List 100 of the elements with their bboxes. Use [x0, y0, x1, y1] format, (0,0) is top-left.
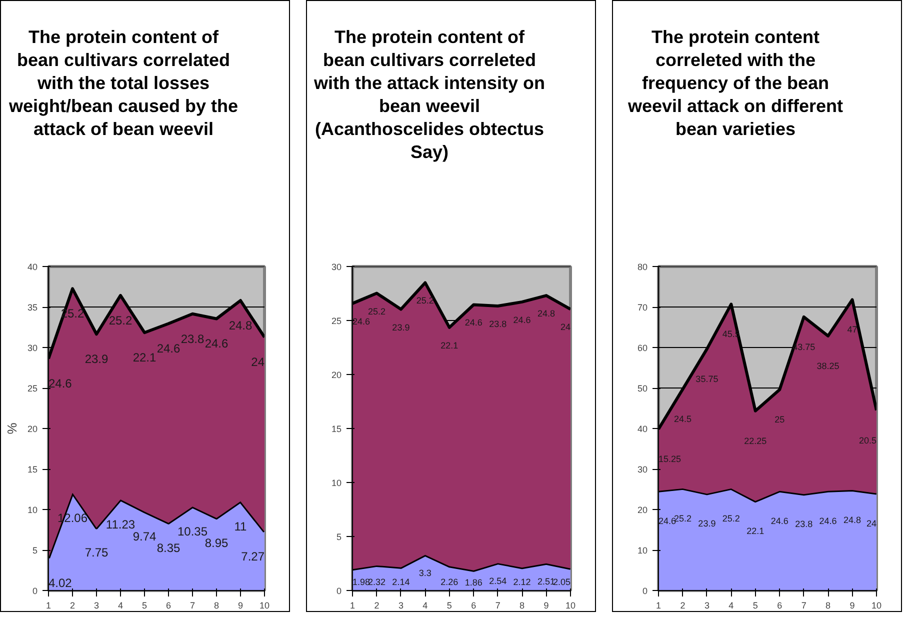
- y-tick-label: 15: [27, 464, 38, 474]
- x-tick-label: 9: [238, 600, 244, 610]
- y-tick-label: 50: [637, 384, 648, 394]
- data-label: 11: [234, 519, 248, 534]
- data-label: 25.2: [368, 306, 386, 316]
- data-label: 24.8: [538, 308, 556, 319]
- data-label: 24.6: [513, 314, 531, 325]
- chart-title: The protein content of bean cultivars correlated with the total losses weight/bean caused by the attack of bean weevil: [8, 26, 240, 141]
- data-label: 2.26: [440, 577, 458, 588]
- x-tick-label: 10: [259, 600, 270, 610]
- data-label: 23.9: [392, 322, 410, 332]
- y-tick-label: 0: [336, 586, 342, 596]
- data-label: 24.6: [464, 318, 482, 328]
- y-tick-label: 10: [637, 546, 648, 556]
- y-tick-label: 20: [637, 505, 648, 515]
- data-label: 20.5: [858, 435, 877, 446]
- x-tick-label: 7: [190, 600, 196, 610]
- data-label: 25.2: [722, 513, 740, 524]
- x-tick-label: 9: [850, 600, 855, 610]
- y-tick-label: 40: [27, 262, 38, 272]
- data-label: 24.6: [204, 336, 229, 351]
- x-tick-label: 1: [656, 600, 662, 610]
- data-label: 22.1: [440, 340, 458, 350]
- data-label: 25.2: [108, 313, 133, 328]
- x-tick-label: 5: [752, 600, 758, 610]
- data-label: 24.6: [819, 516, 837, 526]
- data-label: 24.8: [844, 515, 862, 526]
- data-label: 35.75: [696, 374, 718, 384]
- y-tick-label: 30: [637, 464, 648, 474]
- y-tick-label: 0: [642, 586, 648, 596]
- x-tick-label: 2: [374, 600, 380, 610]
- y-tick-label: 0: [32, 586, 38, 596]
- x-tick-label: 8: [214, 600, 220, 610]
- x-tick-label: 4: [728, 600, 734, 610]
- data-label: 1.86: [464, 577, 482, 588]
- y-tick-label: 10: [331, 478, 342, 488]
- data-label: 1.98: [352, 577, 370, 588]
- data-label: 23.8: [489, 319, 507, 330]
- data-label: 24.6: [770, 516, 788, 526]
- y-tick-label: 30: [27, 343, 38, 353]
- y-tick-label: 25: [331, 316, 342, 326]
- y-tick-label: 30: [331, 262, 342, 272]
- data-label: 8.35: [156, 540, 181, 555]
- data-label: 24.5: [674, 414, 692, 424]
- data-label: 7.27: [241, 550, 265, 564]
- data-label: 24: [560, 322, 571, 332]
- x-tick-label: 4: [118, 600, 124, 610]
- x-tick-label: 5: [142, 600, 148, 610]
- x-tick-label: 3: [704, 600, 710, 610]
- data-label: 2.54: [489, 576, 507, 586]
- data-label: 24: [866, 518, 877, 528]
- data-label: 24: [251, 355, 265, 370]
- y-tick-label: 60: [637, 343, 648, 353]
- y-tick-label: 15: [331, 424, 342, 434]
- data-label: 25.2: [416, 296, 434, 306]
- y-tick-label: 35: [27, 302, 38, 312]
- data-label: 24.6: [48, 376, 72, 391]
- x-tick-label: 6: [777, 600, 782, 610]
- data-label: 2.32: [368, 577, 386, 588]
- data-label: 9.74: [132, 530, 157, 544]
- data-label: 10.35: [177, 524, 208, 539]
- data-label: 11.23: [106, 518, 136, 532]
- data-label: 4.02: [48, 576, 72, 590]
- y-axis-title: %: [4, 422, 20, 434]
- data-label: 3.3: [418, 568, 432, 578]
- x-tick-label: 10: [565, 600, 576, 610]
- x-tick-label: 1: [46, 600, 52, 610]
- chart-title: The protein content correleted with the frequency of the bean weevil attack on different bean varieties: [626, 26, 844, 141]
- y-tick-label: 80: [637, 262, 648, 272]
- chart-title: The protein content of bean cultivars correleted with the attack intensity on bean weevil (Acanthoscelides obtectus Say): [312, 26, 546, 164]
- x-tick-label: 3: [398, 600, 404, 610]
- data-label: 24.8: [228, 318, 253, 333]
- x-tick-label: 1: [350, 600, 356, 610]
- data-label: 25: [774, 414, 785, 425]
- x-tick-label: 3: [94, 600, 100, 610]
- data-label: 22.25: [744, 436, 767, 446]
- y-tick-label: 40: [637, 424, 648, 434]
- data-label: 8.95: [204, 536, 229, 550]
- data-label: 2.51: [538, 576, 556, 586]
- data-label: 15.25: [658, 454, 682, 464]
- x-tick-label: 8: [826, 600, 831, 610]
- data-label: 2.12: [513, 577, 531, 588]
- x-tick-label: 10: [871, 600, 882, 610]
- data-label: 24.6: [352, 316, 370, 326]
- data-label: 22.1: [746, 526, 764, 536]
- data-label: 38.25: [816, 360, 840, 371]
- y-tick-label: 20: [27, 424, 38, 434]
- data-label: 23.8: [180, 332, 205, 346]
- x-tick-label: 7: [801, 600, 806, 610]
- y-tick-label: 5: [336, 532, 342, 542]
- data-label: 23.8: [795, 519, 813, 530]
- data-label: 24.6: [156, 342, 181, 356]
- y-tick-label: 5: [32, 546, 38, 556]
- data-label: 2.05: [552, 577, 571, 588]
- data-label: 7.75: [84, 546, 109, 560]
- x-tick-label: 6: [166, 600, 172, 610]
- y-tick-label: 20: [331, 370, 342, 380]
- data-label: 23.9: [698, 518, 716, 529]
- x-tick-label: 4: [422, 600, 428, 610]
- y-tick-label: 10: [27, 505, 38, 515]
